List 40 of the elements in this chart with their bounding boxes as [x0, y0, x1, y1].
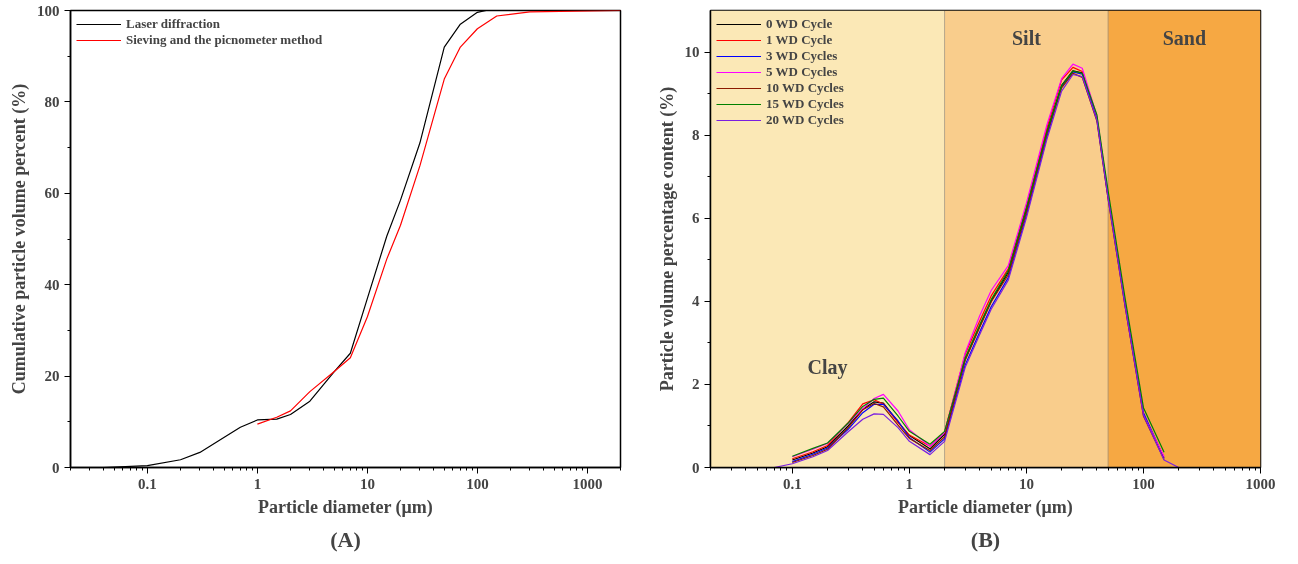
y-tick-label: 6 — [692, 210, 700, 227]
x-tick-label: 1 — [253, 475, 262, 492]
text: (B) — [970, 526, 1001, 552]
y-tick-label: 0 — [52, 459, 60, 476]
x-axis-title: Particle diameter (μm) — [257, 496, 433, 518]
x-tick-label: 1000 — [572, 475, 603, 492]
x-tick-label: 0.1 — [782, 475, 802, 492]
legend-label: Sieving and the picnometer method — [126, 32, 323, 48]
y-tick-label: 4 — [692, 293, 700, 310]
band-label: Clay — [807, 355, 848, 379]
legend-label: 15 WD Cycles — [766, 96, 844, 112]
text: (A) — [330, 526, 361, 552]
band-label: Sand — [1162, 26, 1207, 49]
legend-label: 10 WD Cycles — [766, 80, 844, 96]
x-axis-title: Particle diameter (μm) — [897, 496, 1073, 518]
x-tick-label: 100 — [466, 475, 489, 492]
y-tick-label: 60 — [44, 185, 60, 202]
x-tick-label: 0.1 — [138, 475, 157, 492]
y-tick-label: 10 — [684, 44, 700, 61]
x-tick-label: 100 — [1132, 475, 1155, 492]
legend-label: Laser diffraction — [126, 16, 220, 32]
y-tick-label: 8 — [692, 127, 700, 144]
y-tick-label: 20 — [44, 368, 60, 385]
y-tick-label: 2 — [692, 376, 700, 393]
legend-label: 20 WD Cycles — [766, 112, 844, 128]
band-label: Silt — [1011, 26, 1042, 49]
y-tick-label: 0 — [692, 459, 700, 476]
x-tick-label: 1 — [905, 475, 914, 492]
legend-label: 5 WD Cycles — [766, 64, 838, 80]
legend-label: 0 WD Cycle — [766, 16, 833, 32]
x-tick-label: 10 — [1018, 475, 1034, 492]
legend-label: 3 WD Cycles — [766, 48, 838, 64]
y-tick-label: 40 — [44, 276, 60, 293]
x-tick-label: 1000 — [1245, 475, 1276, 492]
x-tick-label: 10 — [359, 475, 375, 492]
y-axis-title: Particle volume percentage content (%) — [656, 86, 678, 392]
legend-label: 1 WD Cycle — [766, 32, 833, 48]
y-tick-label: 100 — [37, 2, 60, 19]
y-tick-label: 80 — [44, 93, 60, 110]
y-axis-title: Cumulative particle volume percent (%) — [9, 83, 30, 395]
